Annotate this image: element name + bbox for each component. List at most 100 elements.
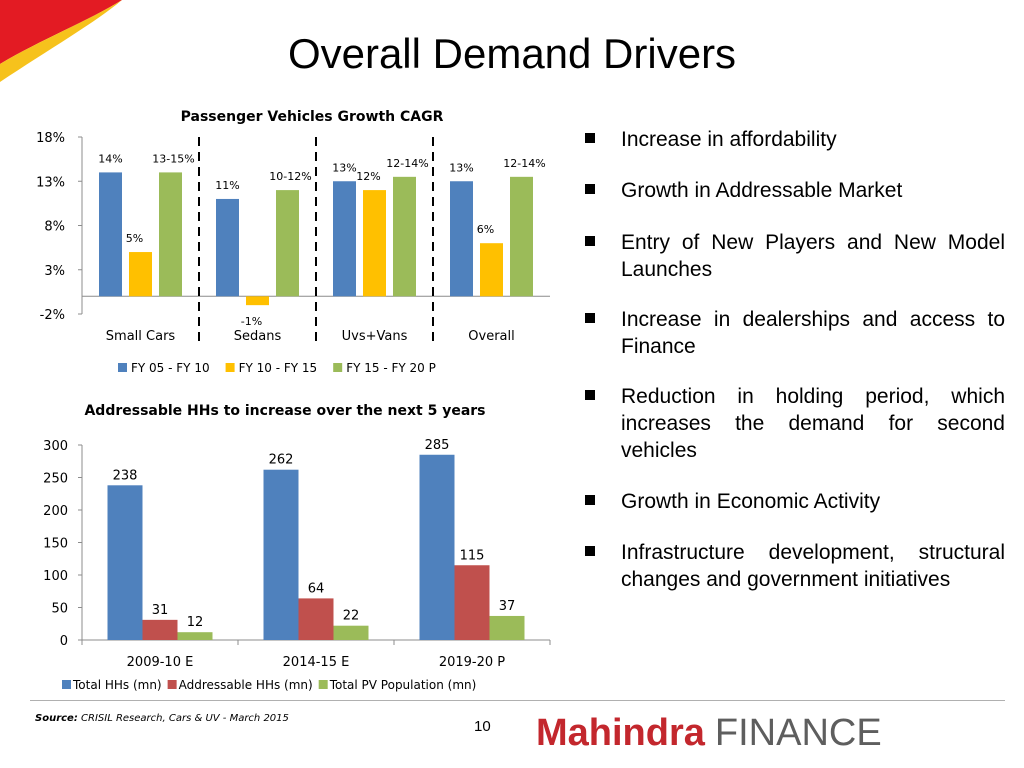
x-category-label: Overall bbox=[468, 329, 514, 344]
bullet-text: Entry of New Players and New Model Launc… bbox=[621, 231, 1005, 281]
legend-label: Addressable HHs (mn) bbox=[179, 678, 313, 692]
data-label: 13-15% bbox=[152, 152, 194, 165]
bar bbox=[510, 176, 533, 297]
data-label: 14% bbox=[98, 152, 122, 165]
slide-title: Overall Demand Drivers bbox=[287, 30, 737, 77]
source-label: Source: bbox=[35, 713, 78, 724]
y-tick-label: 250 bbox=[43, 472, 68, 487]
bar bbox=[393, 176, 416, 297]
bar bbox=[333, 181, 356, 297]
bar bbox=[216, 198, 239, 297]
data-label: 285 bbox=[425, 438, 450, 453]
bar bbox=[159, 172, 182, 297]
data-label: 13% bbox=[449, 161, 473, 174]
x-category-label: Sedans bbox=[234, 329, 282, 344]
data-label: 64 bbox=[308, 581, 325, 596]
chart-title: Addressable HHs to increase over the nex… bbox=[84, 403, 485, 419]
legend-swatch bbox=[225, 363, 235, 372]
bullet-square-icon bbox=[585, 390, 595, 400]
legend-label: Total PV Population (mn) bbox=[329, 678, 477, 692]
bar bbox=[480, 243, 503, 297]
bar bbox=[142, 619, 178, 640]
page-number: 10 bbox=[474, 718, 491, 735]
bar bbox=[263, 469, 299, 640]
x-category-label: Small Cars bbox=[106, 329, 176, 344]
data-label: 12 bbox=[187, 615, 204, 630]
swoosh-red bbox=[0, 0, 122, 64]
bar bbox=[450, 181, 473, 297]
addressable-hhs-chart: Addressable HHs to increase over the nex… bbox=[43, 403, 551, 692]
data-label: 22 bbox=[343, 609, 360, 624]
data-label: 115 bbox=[460, 548, 485, 563]
data-label: 12% bbox=[356, 170, 380, 183]
mahindra-finance-logo: Mahindra FINANCE bbox=[536, 712, 882, 754]
data-label: 12-14% bbox=[386, 157, 428, 170]
logo-mahindra-wordmark: Mahindra bbox=[536, 712, 705, 754]
data-label: -1% bbox=[241, 315, 262, 328]
bar bbox=[363, 190, 386, 297]
y-tick-label: 300 bbox=[43, 439, 68, 454]
data-label: 6% bbox=[477, 223, 494, 236]
bullet-square-icon bbox=[585, 495, 595, 505]
bar bbox=[129, 252, 152, 297]
data-label: 262 bbox=[269, 453, 294, 468]
x-category-label: 2014-15 E bbox=[283, 655, 350, 670]
bullet-text: Increase in dealerships and access to Fi… bbox=[621, 308, 1005, 358]
source-text: CRISIL Research, Cars & UV - March 2015 bbox=[81, 713, 289, 724]
y-tick-label: 0 bbox=[60, 634, 68, 649]
chart-title: Passenger Vehicles Growth CAGR bbox=[181, 109, 444, 125]
legend-swatch bbox=[62, 680, 71, 689]
y-tick-label: 150 bbox=[43, 537, 68, 552]
legend-label: FY 05 - FY 10 bbox=[131, 361, 210, 375]
y-tick-label: 8% bbox=[44, 220, 65, 235]
bullet-text: Reduction in holding period, which incre… bbox=[621, 385, 1005, 462]
data-label: 13% bbox=[332, 161, 356, 174]
legend-label: FY 15 - FY 20 P bbox=[346, 361, 436, 375]
legend-swatch bbox=[333, 363, 343, 372]
y-tick-label: 200 bbox=[43, 504, 68, 519]
y-tick-label: -2% bbox=[40, 308, 65, 323]
data-label: 12-14% bbox=[503, 157, 545, 170]
data-label: 11% bbox=[215, 179, 239, 192]
bullet-square-icon bbox=[585, 313, 595, 323]
bar bbox=[298, 598, 334, 640]
bar bbox=[419, 454, 455, 640]
bullet-text: Growth in Addressable Market bbox=[621, 179, 903, 202]
bullet-square-icon bbox=[585, 546, 595, 556]
legend-swatch bbox=[167, 680, 177, 689]
bar bbox=[454, 565, 490, 640]
data-label: 37 bbox=[499, 599, 516, 614]
bar bbox=[107, 485, 143, 640]
bullet-square-icon bbox=[585, 133, 595, 143]
bullet-text: Infrastructure development, structural c… bbox=[621, 541, 1005, 591]
legend-swatch bbox=[318, 680, 328, 689]
pv-growth-cagr-chart: Passenger Vehicles Growth CAGR -2% 3% 8% 13%… bbox=[36, 109, 550, 375]
bullet-text: Increase in affordability bbox=[621, 128, 837, 151]
bar bbox=[276, 190, 299, 297]
legend-label: Total HHs (mn) bbox=[72, 678, 162, 692]
y-tick-label: 100 bbox=[43, 569, 68, 584]
bullet-square-icon bbox=[585, 236, 595, 246]
corner-swoosh-decoration bbox=[0, 0, 122, 82]
bar bbox=[99, 172, 122, 297]
x-category-label: Uvs+Vans bbox=[342, 329, 408, 344]
data-label: 31 bbox=[152, 603, 169, 618]
y-tick-label: 13% bbox=[36, 175, 65, 190]
logo-finance-wordmark: FINANCE bbox=[714, 712, 882, 754]
bar bbox=[246, 296, 269, 306]
bullet-square-icon bbox=[585, 184, 595, 194]
swoosh-yellow bbox=[0, 0, 122, 82]
source-note: Source: CRISIL Research, Cars & UV - Mar… bbox=[35, 713, 289, 724]
footer-divider bbox=[30, 700, 1005, 701]
data-label: 5% bbox=[126, 232, 143, 245]
bullet-text: Growth in Economic Activity bbox=[621, 490, 881, 513]
x-category-label: 2009-10 E bbox=[127, 655, 194, 670]
y-tick-label: 18% bbox=[36, 131, 65, 146]
legend-swatch bbox=[118, 363, 127, 372]
data-label: 10-12% bbox=[269, 170, 311, 183]
y-tick-label: 3% bbox=[44, 264, 65, 279]
bar bbox=[489, 615, 525, 640]
x-category-label: 2019-20 P bbox=[439, 655, 505, 670]
y-tick-label: 50 bbox=[51, 602, 68, 617]
